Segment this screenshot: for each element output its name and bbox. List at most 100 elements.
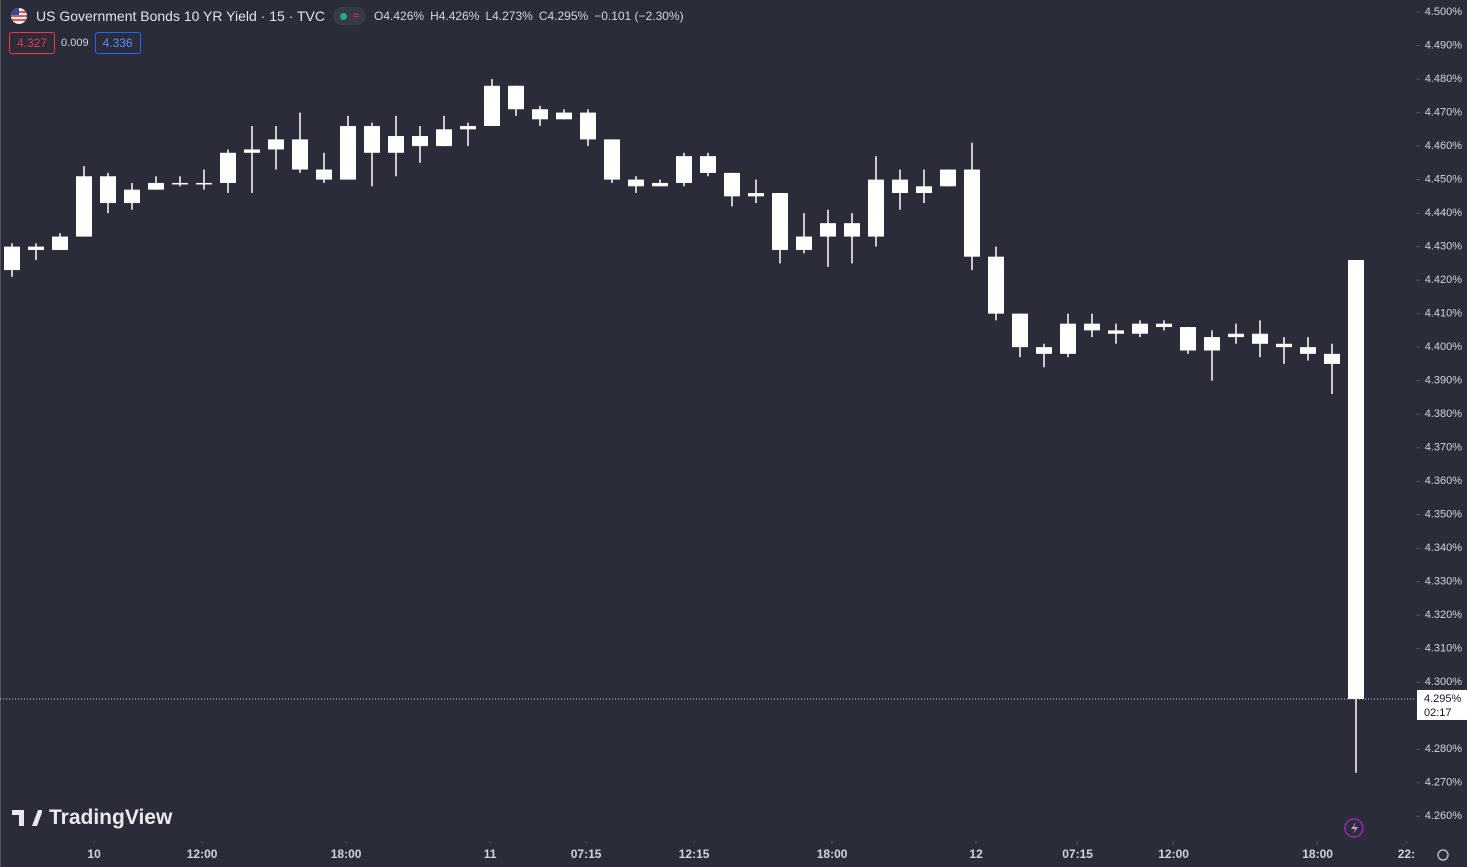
x-tick-label: 07:15	[571, 847, 602, 861]
candle-body	[676, 156, 692, 183]
candle-body	[388, 136, 404, 153]
candle-body	[1324, 353, 1340, 364]
y-tick-label: 4.390%	[1425, 375, 1463, 387]
candle-body	[484, 85, 500, 126]
candle-body	[4, 246, 20, 271]
candle-body	[244, 149, 260, 153]
alert-icon[interactable]	[1344, 818, 1364, 838]
ohlc-item: O4.426%	[374, 9, 425, 23]
y-tick-label: 4.490%	[1425, 39, 1463, 51]
y-tick-label: 4.400%	[1425, 341, 1463, 353]
candle-body	[340, 125, 356, 180]
settings-icon[interactable]	[1437, 849, 1449, 861]
y-tick-label: 4.300%	[1425, 676, 1463, 688]
quote-boxes: 4.327 0.009 4.336	[9, 32, 141, 54]
candle-body	[892, 179, 908, 194]
y-tick-label: 4.320%	[1425, 609, 1463, 621]
y-tick-label: 4.330%	[1425, 576, 1463, 588]
candle-body	[28, 246, 44, 250]
symbol-title[interactable]: US Government Bonds 10 YR Yield · 15 · T…	[36, 8, 325, 24]
candle-body	[364, 125, 380, 153]
x-tick-label: 11	[484, 847, 497, 861]
candle-body	[1228, 333, 1244, 338]
y-tick-label: 4.270%	[1425, 777, 1463, 789]
ohlc-values: O4.426% H4.426% L4.273% C4.295% −0.101 (−2.3…	[374, 9, 684, 23]
x-tick-label: 12:00	[1158, 847, 1189, 861]
y-tick-label: 4.340%	[1425, 542, 1463, 554]
candle-body	[748, 193, 764, 197]
candle-body	[1300, 347, 1316, 354]
x-tick-label: 12:00	[187, 847, 218, 861]
candle-body	[1036, 347, 1052, 354]
y-tick-label: 4.500%	[1425, 6, 1463, 18]
y-tick-label: 4.350%	[1425, 509, 1463, 521]
candle-body	[148, 182, 164, 190]
ask-box[interactable]: 4.336	[94, 32, 141, 54]
candle-body	[652, 182, 668, 187]
y-tick-label: 4.310%	[1425, 643, 1463, 655]
candle-body	[1348, 260, 1364, 699]
candle-body	[1060, 323, 1076, 354]
candle-body	[124, 189, 140, 204]
y-tick-label: 4.280%	[1425, 743, 1463, 755]
candle-body	[220, 152, 236, 183]
candle-body	[1276, 343, 1292, 348]
status-badge: ≈	[332, 7, 367, 25]
x-tick-label: 12	[969, 847, 983, 861]
x-tick-label: 12:15	[679, 847, 710, 861]
y-tick-label: 4.410%	[1425, 308, 1463, 320]
ohlc-item: L4.273%	[485, 9, 533, 23]
logo-text: TradingView	[49, 806, 173, 829]
y-tick-label: 4.360%	[1425, 475, 1463, 487]
logo: TradingView	[12, 806, 172, 830]
y-tick-label: 4.480%	[1425, 73, 1463, 85]
candle-body	[460, 125, 476, 130]
candle-body	[1012, 313, 1028, 348]
candle-body	[772, 193, 788, 250]
candle-body	[100, 176, 116, 204]
candle-body	[316, 169, 332, 180]
y-tick-label: 4.460%	[1425, 140, 1463, 152]
candle-body	[172, 182, 188, 185]
candle-body	[292, 139, 308, 170]
candle-body	[412, 136, 428, 147]
ohlc-item: C4.295%	[538, 9, 589, 23]
y-tick-label: 4.380%	[1425, 408, 1463, 420]
y-tick-label: 4.260%	[1425, 810, 1463, 822]
candle-body	[556, 112, 572, 120]
candle-body	[700, 156, 716, 173]
candle-body	[820, 223, 836, 237]
candle-body	[940, 169, 956, 187]
y-tick-label: 4.440%	[1425, 207, 1463, 219]
y-tick-label: 4.450%	[1425, 174, 1463, 186]
y-tick-label: 4.370%	[1425, 442, 1463, 454]
candle-body	[436, 129, 452, 147]
candle-body	[1156, 323, 1172, 328]
y-tick-label: 4.420%	[1425, 274, 1463, 286]
spread: 0.009	[61, 37, 89, 49]
candle-body	[508, 85, 524, 110]
candle-body	[268, 139, 284, 150]
x-tick-label: 10	[87, 847, 101, 861]
candle-body	[1204, 337, 1220, 351]
bid-box[interactable]: 4.327	[9, 32, 56, 54]
y-tick-label: 4.470%	[1425, 106, 1463, 118]
candle-body	[196, 182, 212, 185]
candle-body	[1180, 327, 1196, 351]
ohlc-item: H4.426%	[430, 9, 480, 23]
candle-body	[796, 236, 812, 250]
flag-icon	[11, 8, 27, 24]
x-tick-label: 18:00	[331, 847, 362, 861]
ohlc-item: −0.101 (−2.30%)	[594, 9, 684, 23]
y-tick-label: 4.430%	[1425, 241, 1463, 253]
countdown-label: 02:17	[1424, 707, 1452, 719]
candle-body	[988, 256, 1004, 314]
candle-body	[1108, 330, 1124, 334]
last-price-box	[1417, 689, 1467, 720]
candle-body	[964, 169, 980, 257]
alert-bolt	[1351, 822, 1358, 834]
candle-body	[1084, 323, 1100, 331]
candle-body	[76, 176, 92, 237]
